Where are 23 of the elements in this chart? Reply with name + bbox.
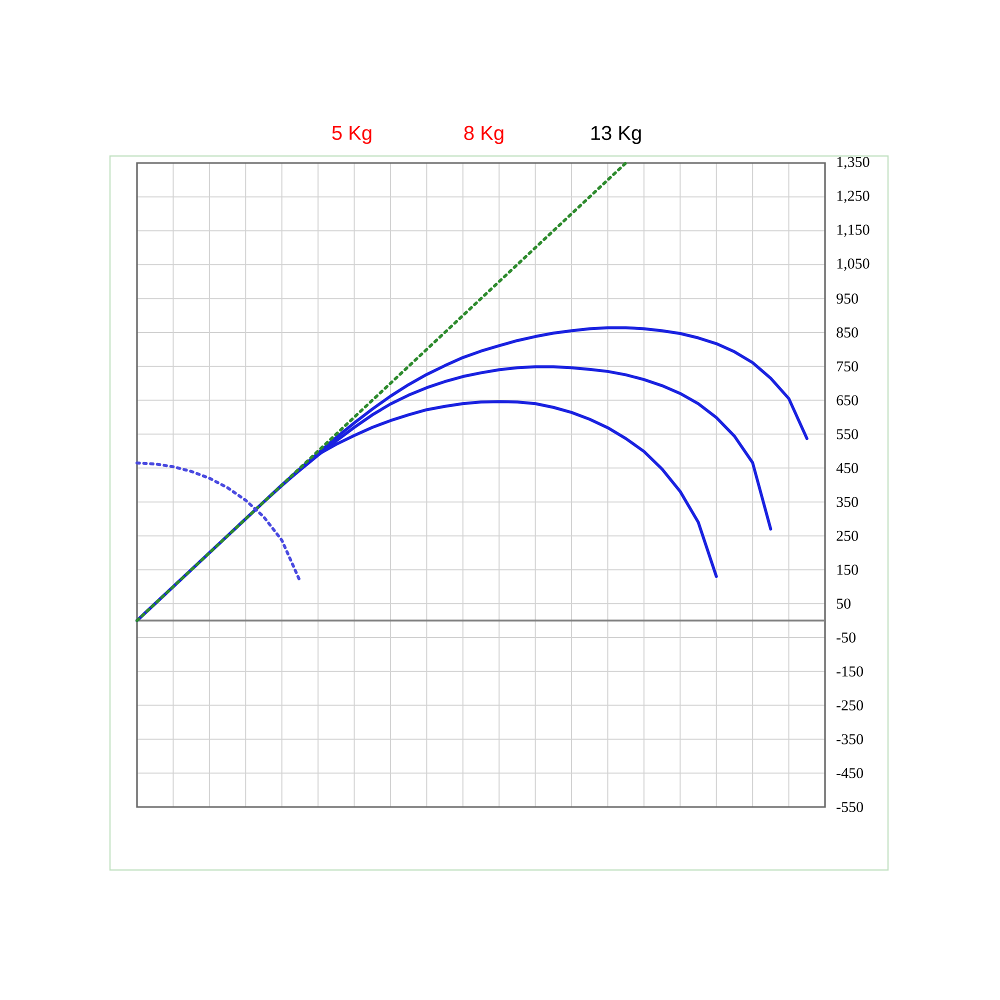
y-tick-label: 650: [836, 395, 858, 406]
y-tick-label: -550: [836, 802, 864, 812]
y-tick-label: 50: [836, 598, 851, 609]
y-tick-label: 250: [836, 530, 858, 541]
y-tick-label: 950: [836, 294, 858, 304]
y-tick-label: -50: [836, 632, 856, 643]
y-tick-label: -150: [836, 666, 864, 676]
y-tick-label: -350: [836, 734, 864, 744]
y-tick-label: 1,350: [837, 156, 870, 170]
y-tick-label: -250: [836, 700, 864, 710]
y-tick-label: 450: [836, 462, 858, 474]
text: 5 Kg: [332, 126, 372, 144]
y-tick-label: -450: [836, 768, 864, 778]
y-tick-label: 850: [836, 327, 858, 338]
y-tick-label: 150: [837, 564, 858, 575]
text: 13 Kg: [591, 126, 641, 144]
y-tick-label: 550: [836, 429, 858, 440]
y-tick-label: 1,250: [837, 190, 870, 204]
y-tick-label: 1,050: [837, 258, 870, 271]
y-tick-label: 1,150: [837, 224, 870, 237]
y-tick-label: 350: [836, 496, 858, 508]
text: 8 Kg: [464, 126, 504, 144]
y-tick-label: 750: [837, 361, 858, 372]
